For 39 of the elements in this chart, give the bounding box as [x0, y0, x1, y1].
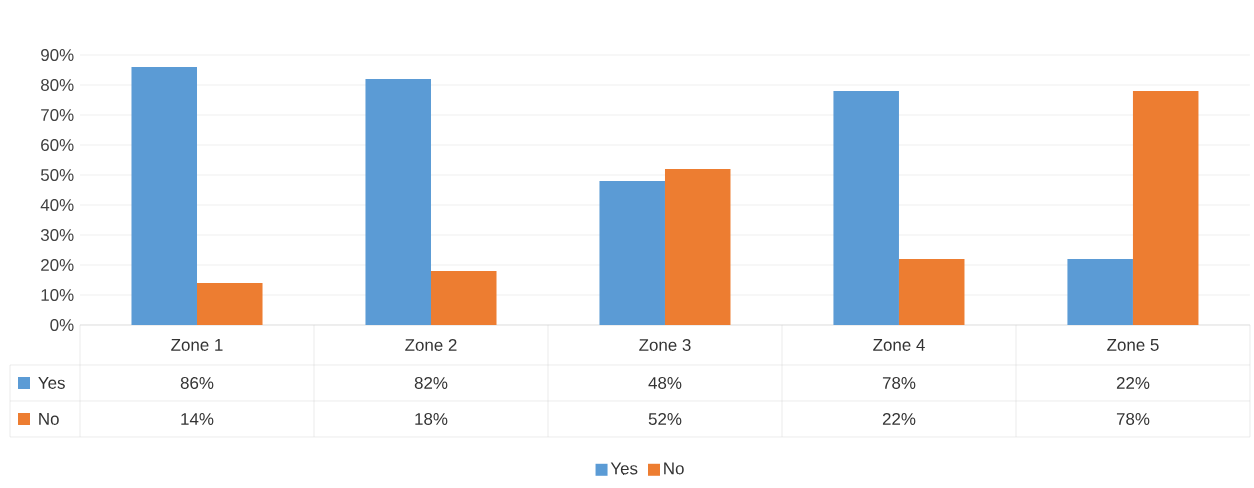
- x-tick-label: Zone 4: [873, 339, 925, 351]
- y-tick-label: 10%: [41, 288, 74, 301]
- legend-label: Yes: [38, 377, 65, 389]
- text: No: [39, 413, 59, 425]
- x-tick-label: Zone 3: [639, 338, 691, 351]
- bar: [664, 168, 731, 325]
- x-tick-label: Zone 1: [171, 339, 223, 351]
- y-tick-label: 50%: [40, 168, 74, 181]
- bar: [1067, 258, 1133, 325]
- y-tick-label: 20%: [41, 258, 74, 271]
- data-label: 78%: [882, 376, 916, 389]
- data-label: 78%: [1116, 412, 1150, 425]
- y-tick-label: 0%: [50, 318, 74, 331]
- bar: [833, 90, 899, 325]
- bar: [1132, 90, 1199, 325]
- y-tick-label: 90%: [41, 48, 74, 61]
- data-label: 86%: [180, 376, 214, 389]
- y-tick-label: 70%: [41, 108, 74, 121]
- data-label: 14%: [181, 413, 214, 425]
- bar: [898, 258, 965, 325]
- y-tick-label: 40%: [40, 198, 74, 211]
- x-tick-label: Zone 5: [1107, 339, 1159, 351]
- legend-label: No: [664, 462, 684, 475]
- bar: [365, 78, 431, 325]
- bar: [197, 282, 263, 325]
- data-label: 18%: [415, 412, 448, 425]
- data-label: 22%: [882, 413, 916, 425]
- y-tick-label: 30%: [40, 228, 74, 241]
- bar: [430, 270, 497, 325]
- bar: [599, 180, 665, 325]
- data-label: 22%: [1116, 377, 1150, 389]
- bar: [131, 66, 198, 325]
- y-tick-label: 80%: [41, 78, 74, 91]
- text: Yes: [610, 462, 638, 475]
- x-tick-label: Zone 2: [405, 338, 457, 351]
- data-label: 48%: [648, 376, 682, 389]
- data-label: 52%: [648, 412, 682, 425]
- y-tick-label: 60%: [41, 138, 74, 151]
- data-label: 82%: [414, 376, 448, 389]
